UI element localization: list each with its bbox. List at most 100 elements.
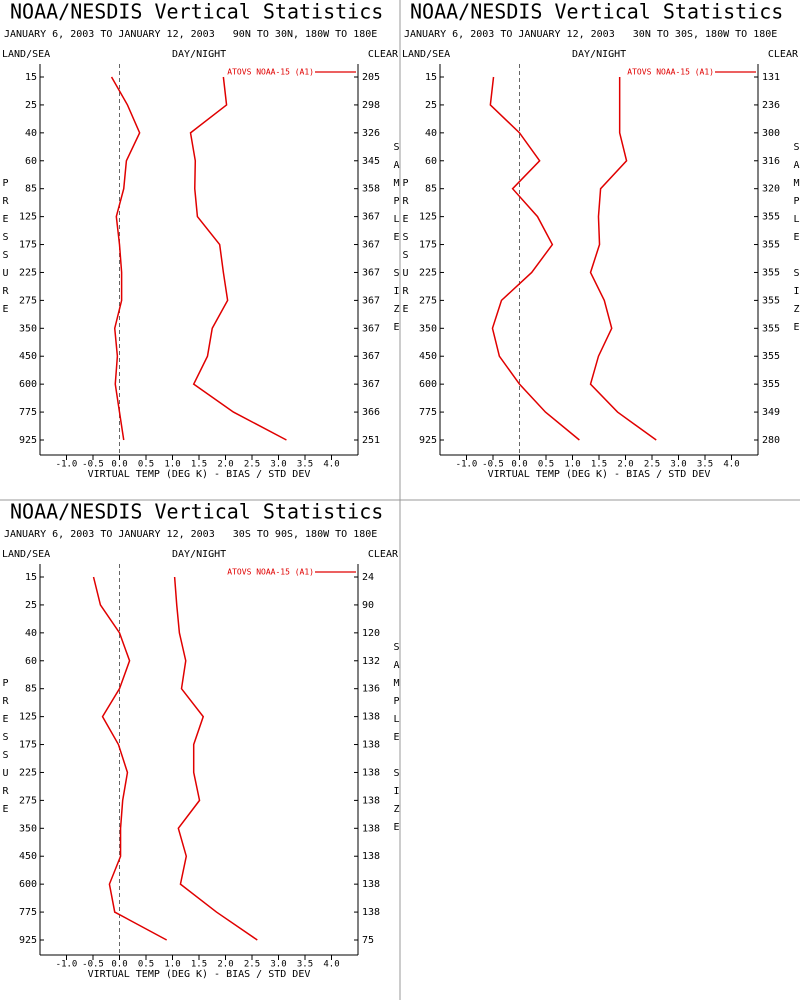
y2-axis-label: SAMPLE SIZE (791, 142, 800, 340)
x-tick-label: 4.0 (723, 460, 739, 470)
y-tick-label: 450 (19, 851, 37, 862)
sample-size: 367 (362, 323, 380, 334)
land-sea-label: LAND/SEA (2, 549, 50, 560)
y2-axis-label: SAMPLE SIZE (391, 142, 402, 340)
x-tick-label: 0.5 (138, 460, 154, 470)
y-tick-label: 775 (19, 407, 37, 418)
sample-size: 298 (362, 100, 380, 111)
x-tick-label: 3.5 (297, 460, 313, 470)
y-tick-label: 350 (19, 323, 37, 334)
y-tick-label: 275 (19, 795, 37, 806)
sample-size: 355 (762, 379, 780, 390)
day-night-label: DAY/NIGHT (172, 49, 226, 60)
x-axis-label: VIRTUAL TEMP (DEG K) - BIAS / STD DEV (488, 469, 711, 480)
sample-size: 138 (362, 712, 380, 723)
y-tick-label: 450 (19, 351, 37, 362)
x-tick-label: -1.0 (56, 960, 78, 970)
x-tick-label: -1.0 (456, 460, 478, 470)
x-tick-label: -0.5 (82, 460, 104, 470)
y2-axis-label: SAMPLE SIZE (391, 642, 402, 840)
sample-size: 138 (362, 907, 380, 918)
x-axis-label: VIRTUAL TEMP (DEG K) - BIAS / STD DEV (88, 469, 311, 480)
sample-size: 355 (762, 240, 780, 251)
x-tick-label: 2.5 (244, 460, 260, 470)
y-tick-label: 225 (19, 767, 37, 778)
x-tick-label: 1.5 (191, 960, 207, 970)
y-tick-label: 275 (19, 295, 37, 306)
sample-size: 320 (762, 184, 780, 195)
y-tick-label: 225 (419, 267, 437, 278)
x-tick-label: 3.0 (270, 460, 286, 470)
sample-size: 138 (362, 823, 380, 834)
y-tick-label: 25 (425, 100, 437, 111)
bias-line (92, 576, 168, 941)
sample-size: 24 (362, 572, 374, 583)
y-tick-label: 85 (425, 184, 437, 195)
y-tick-label: 85 (25, 184, 37, 195)
x-tick-label: 2.0 (217, 960, 233, 970)
y-tick-label: 15 (25, 72, 37, 83)
sample-size: 345 (362, 156, 380, 167)
x-tick-label: 4.0 (323, 960, 339, 970)
sample-size: 367 (362, 240, 380, 251)
sample-size: 131 (762, 72, 780, 83)
sample-size: 75 (362, 935, 374, 946)
sample-size: 355 (762, 212, 780, 223)
subtitle: JANUARY 6, 2003 TO JANUARY 12, 2003 30N … (404, 29, 777, 40)
legend-label: ATOVS NOAA-15 (A1) (227, 68, 314, 77)
subtitle: JANUARY 6, 2003 TO JANUARY 12, 2003 30S … (4, 529, 377, 540)
sample-size: 138 (362, 795, 380, 806)
y-tick-label: 225 (19, 267, 37, 278)
y-tick-label: 350 (19, 823, 37, 834)
y-tick-label: 60 (425, 156, 437, 167)
sample-size: 205 (362, 72, 380, 83)
y-tick-label: 175 (419, 240, 437, 251)
y-tick-label: 175 (19, 240, 37, 251)
sample-size: 138 (362, 767, 380, 778)
x-tick-label: 3.5 (697, 460, 713, 470)
y-tick-label: 925 (19, 435, 37, 446)
y-tick-label: 600 (19, 379, 37, 390)
y-tick-label: 60 (25, 656, 37, 667)
chart-title: NOAA/NESDIS Vertical Statistics (10, 500, 383, 524)
sample-size: 300 (762, 128, 780, 139)
x-tick-label: 1.5 (191, 460, 207, 470)
sample-size: 367 (362, 379, 380, 390)
y-tick-label: 125 (419, 212, 437, 223)
y-tick-label: 40 (425, 128, 437, 139)
x-tick-label: 0.5 (538, 460, 554, 470)
subtitle: JANUARY 6, 2003 TO JANUARY 12, 2003 90N … (4, 29, 377, 40)
sample-size: 236 (762, 100, 780, 111)
land-sea-label: LAND/SEA (2, 49, 50, 60)
x-tick-label: 3.0 (270, 960, 286, 970)
y-tick-label: 60 (25, 156, 37, 167)
sample-size: 367 (362, 295, 380, 306)
x-tick-label: 1.5 (591, 460, 607, 470)
sample-size: 367 (362, 267, 380, 278)
x-tick-label: 3.5 (297, 960, 313, 970)
y-axis-label: PRESSURE (0, 178, 11, 322)
sample-size: 367 (362, 351, 380, 362)
y-tick-label: 925 (419, 435, 437, 446)
clear-label: CLEAR (768, 49, 799, 60)
sample-size: 349 (762, 407, 780, 418)
sample-size: 132 (362, 656, 380, 667)
sample-size: 326 (362, 128, 380, 139)
y-tick-label: 775 (419, 407, 437, 418)
x-tick-label: 2.5 (244, 960, 260, 970)
x-tick-label: 0.0 (511, 460, 527, 470)
clear-label: CLEAR (368, 549, 399, 560)
sample-size: 316 (762, 156, 780, 167)
y-tick-label: 275 (419, 295, 437, 306)
land-sea-label: LAND/SEA (402, 49, 450, 60)
sample-size: 366 (362, 407, 380, 418)
x-tick-label: 1.0 (564, 460, 580, 470)
bias-line (110, 76, 141, 441)
x-tick-label: 0.0 (111, 460, 127, 470)
x-tick-label: -0.5 (482, 460, 504, 470)
x-tick-label: 4.0 (323, 460, 339, 470)
x-tick-label: 2.5 (644, 460, 660, 470)
x-tick-label: 2.0 (617, 460, 633, 470)
y-tick-label: 450 (419, 351, 437, 362)
